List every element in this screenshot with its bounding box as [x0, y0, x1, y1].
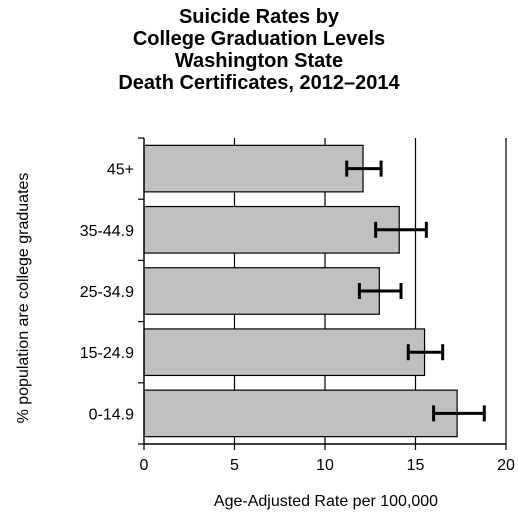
x-tick-label-5: 5 [230, 457, 239, 474]
title-line-2: College Graduation Levels [132, 28, 386, 50]
bar-25-34.9 [143, 267, 380, 315]
category-label-0-14.9: 0-14.9 [89, 406, 134, 423]
bar-45+ [143, 144, 364, 193]
y-axis-title: % population are college graduates [15, 173, 32, 424]
bars [143, 144, 458, 438]
x-tick-label-10: 10 [316, 457, 334, 474]
title-line-1: Suicide Rates by [178, 6, 340, 28]
x-tick-label-15: 15 [407, 457, 425, 474]
chart-title: Suicide Rates by College Graduation Leve… [0, 6, 518, 94]
axes: 45+ 35-44.9 25-34.9 15-24.9 0-14.9 0 5 10 15 20 [80, 137, 515, 474]
title-line-3: Washington State [174, 50, 344, 72]
category-label-25-34.9: 25-34.9 [80, 284, 134, 301]
category-label-35-44.9: 35-44.9 [80, 223, 134, 240]
category-label-15-24.9: 15-24.9 [80, 345, 134, 362]
bar-35-44.9 [143, 205, 400, 254]
bar-0-14.9 [143, 389, 458, 438]
bar-15-24.9 [143, 328, 426, 377]
error-bars [345, 160, 486, 422]
category-label-45+: 45+ [107, 162, 134, 179]
x-tick-label-0: 0 [140, 457, 149, 474]
x-axis-title: Age-Adjusted Rate per 100,000 [214, 493, 438, 510]
title-line-4: Death Certificates, 2012–2014 [118, 72, 400, 94]
x-tick-label-20: 20 [497, 457, 515, 474]
